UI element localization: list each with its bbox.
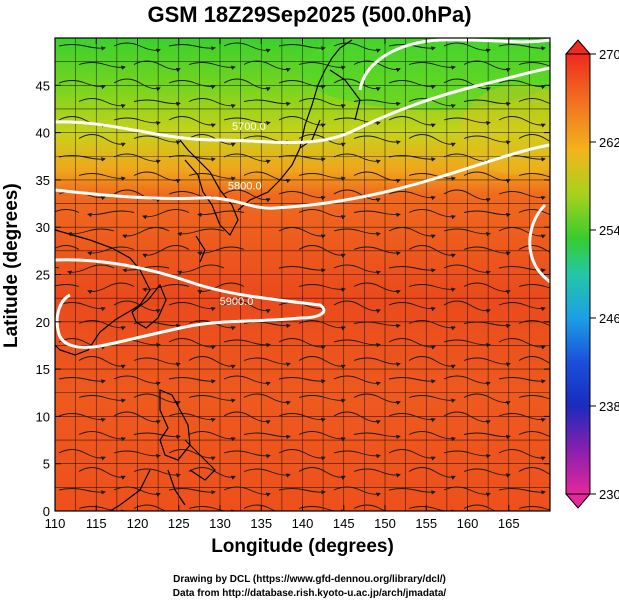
y-axis-label: Latitude (degrees) [1, 183, 22, 348]
longitude-tick-label: 125 [168, 516, 190, 531]
latitude-tick-label: 35 [36, 173, 50, 188]
longitude-tick-label: 130 [209, 516, 231, 531]
contour-label: 5900.0 [220, 296, 254, 308]
longitude-tick-label: 160 [457, 516, 479, 531]
latitude-tick-label: 25 [36, 268, 50, 283]
coastlines [55, 39, 361, 511]
latitude-ticks: 0 5 10 15 20 25 30 35 40 45 [36, 78, 550, 519]
height-contours [55, 38, 550, 349]
colorbar-tick-label: 238 [599, 399, 619, 414]
colorbar-tick-label: 270 [599, 47, 619, 62]
latitude-tick-label: 15 [36, 362, 50, 377]
contour-label: 5800.0 [228, 180, 262, 192]
grid-lines [55, 38, 550, 511]
credit-drawing: Drawing by DCL (https://www.gfd-dennou.o… [173, 574, 446, 585]
colorbar: 270 262 254 246 238 230 [564, 39, 619, 509]
colorbar-tick-label: 262 [599, 135, 619, 150]
longitude-tick-label: 140 [292, 516, 314, 531]
page-title: GSM 18Z29Sep2025 (500.0hPa) [147, 2, 472, 27]
colorbar-tick-label: 230 [599, 487, 619, 502]
latitude-tick-label: 0 [43, 504, 50, 519]
latitude-tick-label: 30 [36, 220, 50, 235]
longitude-tick-label: 115 [86, 516, 107, 531]
contour-label: 5700.0 [232, 121, 266, 133]
longitude-tick-label: 135 [250, 516, 272, 531]
latitude-tick-label: 20 [36, 315, 50, 330]
longitude-tick-label: 165 [498, 516, 520, 531]
x-axis-label: Longitude (degrees) [211, 536, 394, 557]
latitude-tick-label: 40 [36, 126, 50, 141]
colorbar-tick-label: 254 [599, 223, 619, 238]
longitude-ticks: 110 115 120 125 130 135 140 145 150 155 160 165 [45, 38, 520, 531]
longitude-tick-label: 110 [45, 516, 66, 531]
latitude-tick-label: 5 [43, 457, 50, 472]
longitude-tick-label: 150 [374, 516, 396, 531]
longitude-tick-label: 145 [333, 516, 355, 531]
credit-data: Data from http://database.rish.kyoto-u.a… [172, 588, 447, 599]
latitude-tick-label: 45 [36, 78, 50, 93]
longitude-tick-label: 155 [415, 516, 437, 531]
colorbar-tick-label: 246 [599, 311, 619, 326]
latitude-tick-label: 10 [36, 409, 50, 424]
longitude-tick-label: 120 [127, 516, 149, 531]
